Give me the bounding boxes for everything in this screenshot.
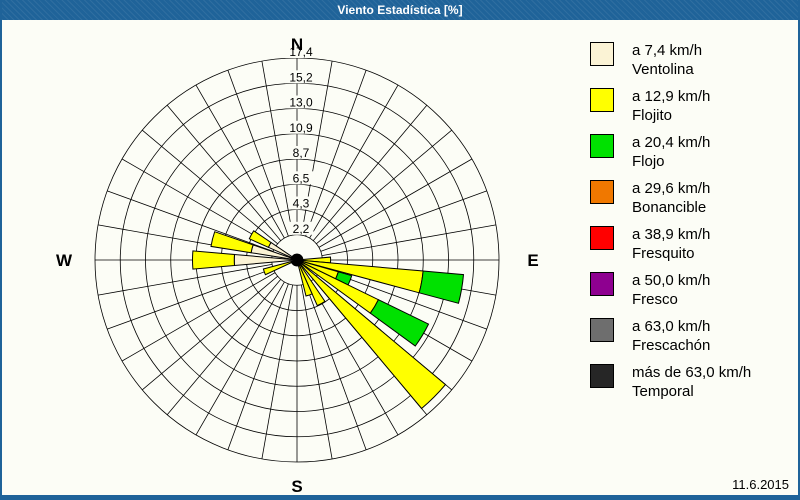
compass-west-label: W <box>56 251 73 270</box>
legend-class-name: Temporal <box>632 383 694 400</box>
legend-speed-label: más de 63,0 km/h <box>632 364 752 381</box>
petal-segment-121-flojo <box>369 299 430 347</box>
radial-tick-label: 17,4 <box>289 45 313 59</box>
legend-swatch-flojito <box>590 88 614 112</box>
legend-class-name: Ventolina <box>632 61 694 78</box>
legend-item-frescachon: a 63,0 km/h Frescachón <box>590 317 798 355</box>
legend-swatch-fresquito <box>590 226 614 250</box>
wind-rose-petals <box>192 230 465 410</box>
petal-segment-100-flojo <box>418 270 465 304</box>
radial-tick-label: 6,5 <box>293 171 310 185</box>
legend-swatch-bonancible <box>590 180 614 204</box>
legend-swatch-temporal <box>590 364 614 388</box>
petal-segment-151-flojito <box>296 259 326 307</box>
wind-speed-legend: a 7,4 km/h Ventolina a 12,9 km/h Flojito a 2… <box>590 41 798 409</box>
legend-class-name: Bonancible <box>632 199 707 216</box>
legend-speed-label: a 38,9 km/h <box>632 226 711 243</box>
legend-item-ventolina: a 7,4 km/h Ventolina <box>590 41 798 79</box>
window-bottom-bar <box>2 495 798 500</box>
legend-item-fresco: a 50,0 km/h Fresco <box>590 271 798 309</box>
legend-swatch-fresco <box>590 272 614 296</box>
petal-segment-299-flojito <box>248 230 272 248</box>
compass-north-label: N <box>291 35 303 54</box>
compass-south-label: S <box>291 477 302 496</box>
legend-class-name: Fresco <box>632 291 678 308</box>
legend-swatch-flojo <box>590 134 614 158</box>
legend-class-name: Fresquito <box>632 245 695 262</box>
legend-speed-label: a 12,9 km/h <box>632 88 711 105</box>
petal-segment-250-flojito <box>262 259 298 276</box>
petal-segment-135-flojito <box>296 259 447 410</box>
calm-center-cluster <box>294 253 298 261</box>
legend-class-name: Flojito <box>632 107 673 124</box>
legend-speed-label: a 63,0 km/h <box>632 318 711 335</box>
window-title: Viento Estadística [%] <box>337 3 463 17</box>
legend-speed-label: a 7,4 km/h <box>632 42 703 59</box>
calm-center-cluster <box>291 259 298 264</box>
legend-swatch-ventolina <box>590 42 614 66</box>
calm-center-cluster <box>296 257 304 261</box>
legend-item-flojo: a 20,4 km/h Flojo <box>590 133 798 171</box>
window-titlebar: Viento Estadística [%] <box>2 0 798 20</box>
legend-speed-label: a 20,4 km/h <box>632 134 711 151</box>
legend-class-name: Frescachón <box>632 337 711 354</box>
radial-axis-labels: 2,2 4,3 6,5 8,7 10,9 13,0 15,2 17,4 <box>285 45 317 236</box>
legend-speed-label: a 50,0 km/h <box>632 272 711 289</box>
legend-item-temporal: más de 63,0 km/h Temporal <box>590 363 798 401</box>
legend-swatch-frescachon <box>590 318 614 342</box>
petal-segment-284-flojito <box>210 231 254 254</box>
legend-item-flojito: a 12,9 km/h Flojito <box>590 87 798 125</box>
legend-speed-label: a 29,6 km/h <box>632 180 711 197</box>
petal-segment-270-flojito <box>192 250 236 270</box>
radial-tick-label: 13,0 <box>289 96 313 110</box>
radial-tick-label: 10,9 <box>289 121 313 135</box>
compass-east-label: E <box>527 251 538 270</box>
legend-item-fresquito: a 38,9 km/h Fresquito <box>590 225 798 263</box>
legend-class-name: Flojo <box>632 153 665 170</box>
radial-tick-label: 15,2 <box>289 70 313 84</box>
radial-tick-label: 2,2 <box>293 222 310 236</box>
radial-tick-label: 8,7 <box>293 146 310 160</box>
radial-tick-label: 4,3 <box>293 197 310 211</box>
legend-item-bonancible: a 29,6 km/h Bonancible <box>590 179 798 217</box>
petal-segment-161-flojito <box>296 259 313 297</box>
report-date: 11.6.2015 <box>732 477 789 492</box>
